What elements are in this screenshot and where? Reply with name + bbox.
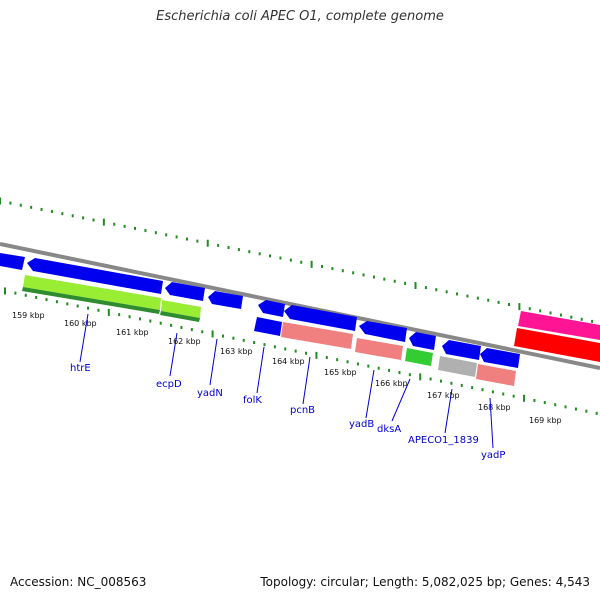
reverse-strand-features [22, 275, 600, 386]
tick-label: 167 kbp [427, 391, 460, 400]
cds-arrow-yadP [480, 348, 520, 368]
gene-leader-line [169, 332, 178, 377]
tick-label: 162 kbp [168, 337, 201, 346]
gene-leader-line [365, 369, 375, 419]
red-feature [514, 328, 600, 362]
green-band [23, 275, 161, 310]
tick-label: 166 kbp [375, 379, 408, 388]
tick-label: 160 kbp [64, 319, 97, 328]
rna-bar-3 [476, 364, 516, 386]
pink-feature [518, 311, 600, 340]
cds-arrow-htrE [27, 258, 163, 294]
gene-label-yadN: yadN [197, 388, 223, 399]
cds-arrow [0, 253, 25, 270]
gene-label-ecpD: ecpD [156, 379, 182, 390]
tick-label: 163 kbp [220, 347, 253, 356]
accession-text: Accession: NC_008563 [10, 575, 147, 589]
gene-leader-line [209, 338, 218, 386]
gene-label-yadB: yadB [349, 419, 374, 430]
gene-label-folK: folK [243, 395, 262, 406]
outer-tick-ring [0, 197, 594, 323]
inner-tick-ring [4, 287, 598, 415]
gene-leader-line [489, 397, 494, 449]
genome-summary-text: Topology: circular; Length: 5,082,025 bp… [260, 575, 590, 589]
gene-labels: htrE ecpD yadN folK pcnB yadB dksA APECO1_1839y… [70, 313, 505, 461]
tick-labels: 159 kbp 160 kbp 161 kbp 162 kbp 163 kbp 164 k… [12, 311, 562, 425]
green-band-2 [161, 300, 201, 318]
forward-strand-features [0, 253, 600, 368]
tick-label: 161 kbp [116, 328, 149, 337]
gene-label-dksA: dksA [377, 424, 401, 435]
cds-arrow-yadN [208, 291, 243, 309]
tick-label: 168 kbp [478, 403, 511, 412]
cds-arrow-ecpD [165, 282, 205, 301]
map-title: Escherichia coli APEC O1, complete genom… [156, 9, 444, 24]
green-bar [405, 348, 433, 366]
genome-backbone [0, 242, 600, 370]
gene-leader-line [79, 313, 89, 363]
cds-arrow-dksA [409, 332, 436, 350]
gene-label-APECO1_1839: APECO1_1839 [408, 435, 479, 446]
gene-leader-line [256, 346, 265, 394]
cds-arrow-yadB [359, 321, 407, 342]
cds-bar [254, 317, 282, 336]
green-band-dark [22, 287, 160, 314]
tick-label: 164 kbp [272, 357, 305, 366]
tick-label: 165 kbp [324, 368, 357, 377]
gene-label-htrE: htrE [70, 363, 91, 374]
gene-leader-line [391, 378, 411, 422]
gene-label-pcnB: pcnB [290, 405, 315, 416]
rna-bar [281, 322, 353, 349]
cds-arrow-pcnB [284, 305, 357, 331]
gene-leader-line [302, 356, 311, 405]
grey-bar [438, 356, 477, 377]
tick-label: 159 kbp [12, 311, 45, 320]
green-band-2-dark [160, 311, 200, 322]
rna-bar-2 [355, 338, 403, 360]
gene-leader-line [444, 388, 453, 434]
gene-label-yadP: yadP [481, 450, 505, 461]
cds-arrow-folK [258, 300, 285, 317]
cds-arrow-APECO1_1839 [442, 340, 481, 360]
tick-label: 169 kbp [529, 416, 562, 425]
